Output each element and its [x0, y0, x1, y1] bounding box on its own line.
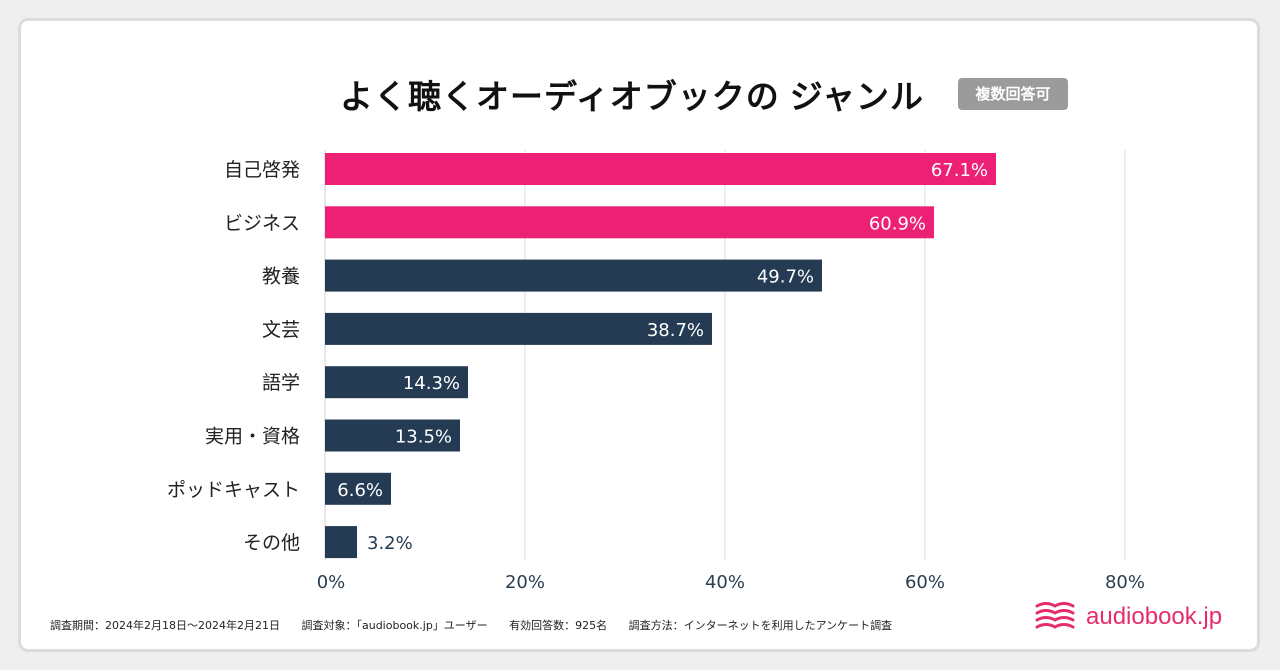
- value-label: 3.2%: [367, 533, 413, 554]
- category-label: 実用・資格: [205, 426, 300, 448]
- survey-target: 調査対象：「audiobook.jp」ユーザー: [301, 619, 488, 632]
- survey-period: 調査期間：2024年2月18日〜2024年2月21日: [50, 619, 280, 632]
- category-label: 語学: [262, 372, 300, 394]
- bar: [325, 153, 996, 185]
- survey-method: 調査方法：インターネットを利用したアンケート調査: [628, 619, 893, 632]
- audiobook-logo: audiobook.jp: [1034, 599, 1222, 635]
- bar: [325, 526, 357, 559]
- title-highlight: ジャンル: [785, 70, 935, 122]
- category-label: ビジネス: [224, 212, 300, 234]
- value-label: 14.3%: [403, 373, 460, 394]
- bar: [325, 259, 822, 292]
- survey-footnote: 調査期間：2024年2月18日〜2024年2月21日 調査対象：「audiobo…: [50, 617, 910, 633]
- value-label: 67.1%: [931, 160, 988, 181]
- x-tick-label: 60%: [905, 572, 945, 593]
- bar: [325, 366, 468, 399]
- category-label: 自己啓発: [224, 159, 300, 181]
- chart-title: よく聴くオーディオブックの ジャンル: [340, 66, 935, 122]
- value-label: 13.5%: [395, 427, 452, 448]
- title-main: よく聴くオーディオブックの: [340, 77, 780, 116]
- category-label: その他: [243, 532, 300, 554]
- bar: [325, 472, 391, 505]
- category-label: 教養: [262, 266, 300, 288]
- survey-respondents: 有効回答数：925名: [509, 619, 608, 632]
- value-label: 60.9%: [869, 213, 926, 234]
- bar: [325, 419, 460, 452]
- value-label: 6.6%: [337, 480, 383, 501]
- x-tick-label: 0%: [317, 572, 346, 593]
- x-tick-label: 20%: [505, 572, 545, 593]
- logo-text: audiobook.jp: [1086, 603, 1223, 630]
- x-tick-label: 80%: [1105, 572, 1145, 593]
- book-icon: [1035, 602, 1075, 629]
- category-label: ポッドキャスト: [167, 479, 300, 501]
- multiple-answer-badge: 複数回答可: [958, 78, 1068, 110]
- x-tick-label: 40%: [705, 572, 745, 593]
- value-label: 49.7%: [757, 267, 814, 288]
- category-label: 文芸: [262, 319, 300, 341]
- bar: [325, 312, 712, 345]
- bar: [325, 206, 934, 239]
- value-label: 38.7%: [647, 320, 704, 341]
